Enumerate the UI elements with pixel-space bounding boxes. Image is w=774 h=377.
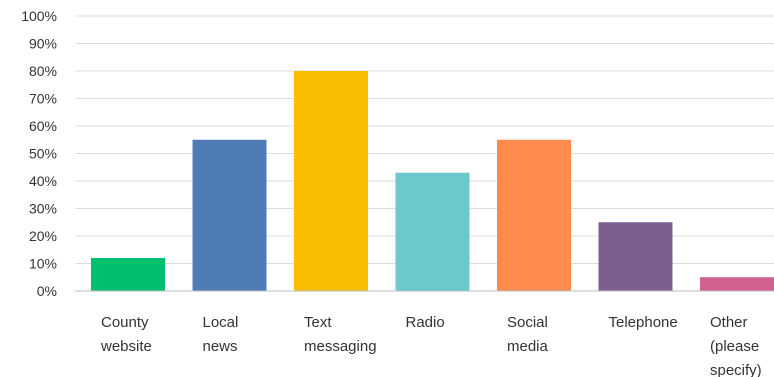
x-category-label: Radio (406, 314, 445, 331)
y-tick-label: 70% (29, 91, 57, 107)
x-category-label: Social media (507, 314, 549, 355)
bar (91, 258, 165, 291)
y-tick-label: 30% (29, 201, 57, 217)
bars (91, 71, 774, 291)
bar (598, 222, 673, 291)
x-category-label: Local news (203, 314, 239, 355)
x-category-label: Text messaging (304, 314, 377, 355)
y-axis-tick-labels: 0% 10% 20% 30% 40% 50% 60% 70% 80% 90% 100% (21, 8, 57, 299)
bar (497, 139, 571, 291)
y-tick-label: 60% (29, 118, 57, 134)
y-tick-label: 10% (29, 256, 57, 272)
x-category-label: County website (100, 314, 152, 355)
bar (395, 172, 470, 291)
bar (294, 71, 368, 291)
y-tick-label: 80% (29, 63, 57, 79)
y-tick-label: 20% (29, 228, 57, 244)
y-tick-label: 40% (29, 173, 57, 189)
y-tick-label: 90% (29, 36, 57, 52)
y-tick-label: 100% (21, 8, 57, 24)
x-category-label: Other (please specify) (710, 314, 762, 377)
x-category-label: Telephone (609, 314, 678, 331)
y-tick-label: 0% (37, 283, 57, 299)
bar (700, 277, 774, 291)
x-axis-category-labels: County website Local news Text messaging Radio… (100, 314, 762, 377)
gridlines (75, 15, 774, 264)
y-tick-label: 50% (29, 146, 57, 162)
bar (192, 139, 267, 291)
